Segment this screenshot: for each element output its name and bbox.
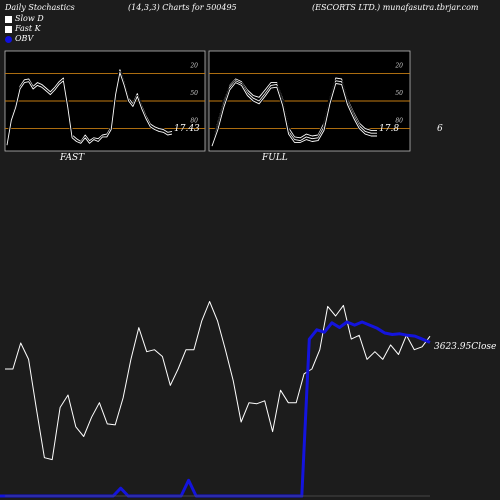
legend-swatch-obv	[5, 35, 12, 43]
legend-item-fast-k: Fast K	[5, 24, 44, 34]
fast-tick-label-20: 80	[190, 118, 198, 125]
legend: Slow D Fast K OBV	[5, 14, 44, 44]
header-right: (ESCORTS LTD.) munafasutra.tbrjar.com	[312, 3, 479, 12]
legend-swatch-slow-d	[5, 15, 12, 23]
fast-series-1-line	[6, 72, 173, 146]
full-panel-title: FULL	[262, 153, 288, 163]
header-left: Daily Stochastics	[5, 3, 75, 12]
fast-last-value: 17.43	[174, 124, 200, 134]
close-suffix: Close	[471, 342, 497, 352]
full-tick-label-80: 20	[394, 62, 403, 69]
full-series-2-line	[211, 82, 377, 147]
legend-label-obv: OBV	[15, 34, 34, 43]
legend-label-slow-d: Slow D	[15, 14, 44, 23]
fast-tick-label-50: 50	[190, 90, 198, 97]
side-number: 6	[437, 124, 443, 134]
full-tick-label-20: 80	[395, 118, 403, 125]
legend-swatch-fast-k	[5, 25, 12, 33]
fast-tick-label-80: 20	[189, 62, 198, 69]
header-center: (14,3,3) Charts for 500495	[128, 3, 237, 12]
full-tick-label-50: 50	[395, 90, 403, 97]
close-value-label: 3623.95Close	[434, 342, 496, 352]
full-last-value: 17.8	[379, 124, 400, 134]
legend-item-obv: OBV	[5, 34, 44, 44]
legend-label-fast-k: Fast K	[15, 24, 41, 33]
price-close-line	[5, 301, 431, 461]
fast-panel-title: FAST	[60, 153, 85, 163]
close-value: 3623.95	[434, 342, 472, 352]
legend-item-slow-d: Slow D	[5, 14, 44, 24]
obv-line	[0, 320, 431, 498]
